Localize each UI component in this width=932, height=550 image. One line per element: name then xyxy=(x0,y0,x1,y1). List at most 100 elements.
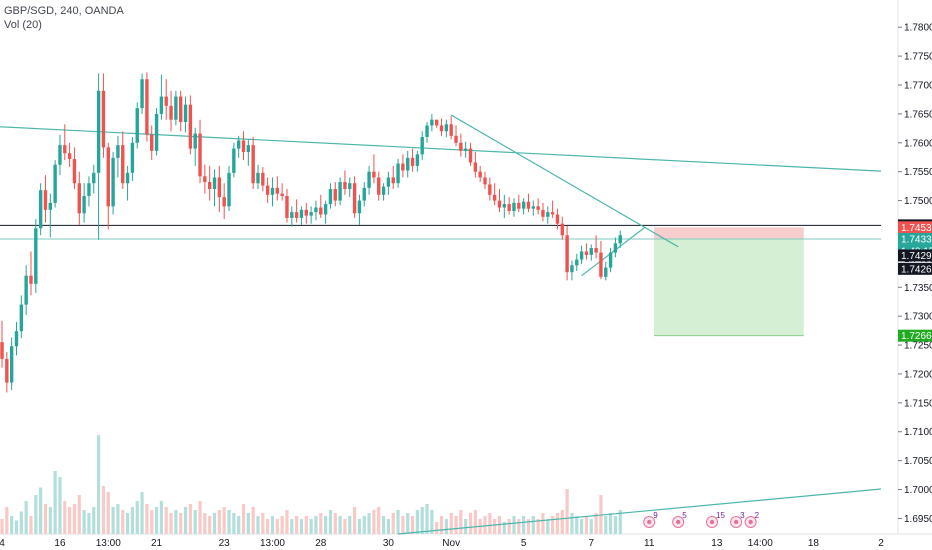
volume-trendline xyxy=(398,488,882,535)
candle-body xyxy=(265,185,270,195)
volume-bar xyxy=(439,516,444,534)
candle-body xyxy=(536,206,540,210)
y-tick-label: 1.76000 xyxy=(904,138,932,149)
candle-body xyxy=(14,331,19,347)
y-tick-label: 1.75000 xyxy=(904,196,932,207)
candle-body xyxy=(67,153,72,159)
price-tag xyxy=(898,249,932,262)
volume-bar xyxy=(362,516,366,534)
price-tag-label: 1.74269 xyxy=(901,264,932,275)
volume-bar xyxy=(169,513,173,534)
price-tag xyxy=(898,262,932,275)
candle-body xyxy=(550,212,555,215)
volume-bar xyxy=(150,510,154,534)
candle-body xyxy=(299,209,304,218)
candle-body xyxy=(526,201,531,209)
candle-body xyxy=(150,134,154,151)
candle-body xyxy=(367,171,371,188)
volume-bar xyxy=(275,519,279,534)
candle-body xyxy=(38,190,43,229)
candle-body xyxy=(386,177,391,187)
price-tag-label: 1.74293 xyxy=(901,251,932,262)
candle-body xyxy=(328,189,333,205)
volume-bar xyxy=(386,519,390,534)
candle-body xyxy=(203,176,207,183)
volume-bar xyxy=(483,516,487,534)
volume-bar xyxy=(468,513,473,534)
volume-bar xyxy=(473,510,477,534)
volume-bar xyxy=(48,507,52,534)
x-tick-label: 18 xyxy=(808,538,820,549)
price-tag-label: 1.72662 xyxy=(901,331,932,342)
candle-body xyxy=(5,358,9,383)
volume-bar xyxy=(241,504,246,534)
price-tag xyxy=(898,221,932,234)
volume-bar xyxy=(183,507,188,534)
candle-body xyxy=(410,157,415,166)
volume-bar xyxy=(72,504,77,534)
candle-body xyxy=(584,251,589,255)
volume-bar xyxy=(135,501,139,534)
volume-bar xyxy=(164,507,168,534)
event-flag-dot xyxy=(733,519,739,525)
candle-body xyxy=(618,235,622,244)
volume-bar xyxy=(618,510,622,534)
volume-bar xyxy=(34,495,38,534)
candle-body xyxy=(381,186,386,195)
volume-bar xyxy=(159,501,163,534)
volume-bar xyxy=(555,513,560,534)
candle-body xyxy=(193,133,197,149)
candle-body xyxy=(333,189,337,201)
volume-bar xyxy=(121,510,125,534)
volume-bar xyxy=(449,513,453,534)
volume-bar xyxy=(372,510,376,534)
volume-bar xyxy=(179,513,183,534)
candle-body xyxy=(560,223,564,236)
candle-body xyxy=(285,195,289,218)
x-tick-label: 23 xyxy=(219,538,231,549)
candle-body xyxy=(517,202,521,209)
candle-body xyxy=(406,157,410,171)
candle-body xyxy=(449,124,453,136)
candle-body xyxy=(599,252,603,277)
price-tag-label: 1.74336 xyxy=(901,234,932,245)
volume-bar xyxy=(517,519,521,534)
volume-bar xyxy=(140,492,144,534)
candle-body xyxy=(420,137,424,155)
volume-bar xyxy=(68,507,72,534)
candle-body xyxy=(613,243,618,253)
volume-bar xyxy=(53,471,57,534)
candle-body xyxy=(246,145,251,153)
volume-bar xyxy=(145,504,149,534)
trendline xyxy=(450,114,679,248)
candle-body xyxy=(63,145,67,154)
candle-body xyxy=(29,275,33,284)
symbol-title[interactable]: GBP/SGD, 240, OANDA xyxy=(4,5,124,17)
volume-bar xyxy=(29,516,33,534)
volume-bar xyxy=(430,510,434,534)
volume-bar xyxy=(43,504,48,534)
volume-bar xyxy=(531,516,535,534)
trendline xyxy=(0,126,882,172)
volume-bar xyxy=(63,501,67,534)
volume-bar xyxy=(87,513,91,534)
candle-body xyxy=(473,162,478,172)
candle-body xyxy=(261,172,265,186)
candle-body xyxy=(430,119,434,126)
candle-body xyxy=(72,158,77,184)
volume-bar xyxy=(217,510,221,534)
y-tick-label: 1.77500 xyxy=(904,52,932,63)
x-tick-label: Nov xyxy=(442,538,460,549)
volume-bar xyxy=(14,520,19,534)
volume-bar xyxy=(377,507,381,534)
volume-bar xyxy=(246,513,250,534)
x-tick-label: 14:00 xyxy=(748,538,773,549)
x-tick-label: 5 xyxy=(521,538,527,549)
candle-body xyxy=(546,212,550,217)
candle-body xyxy=(130,142,135,173)
candle-body xyxy=(183,104,188,122)
volume-legend[interactable]: Vol (20) xyxy=(4,19,42,31)
candle-body xyxy=(314,207,318,213)
volume-bar xyxy=(304,516,308,534)
